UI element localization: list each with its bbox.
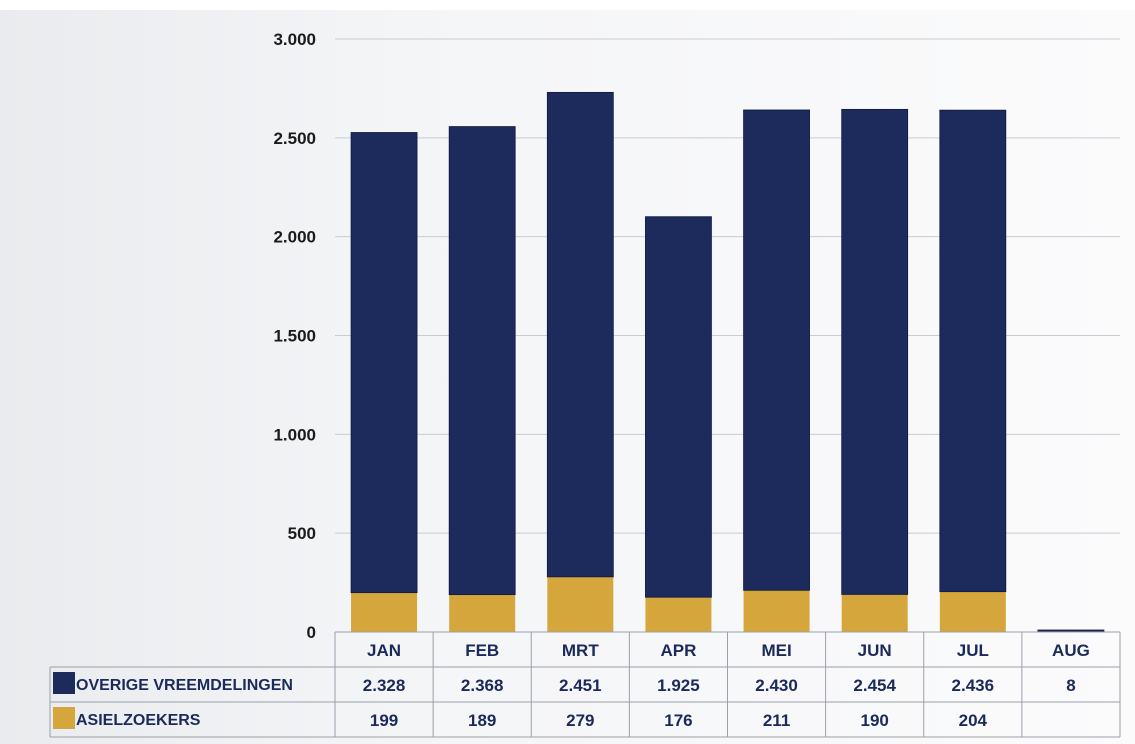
- x-tick-label: JUN: [858, 641, 892, 660]
- data-label: 2.436: [952, 676, 995, 695]
- data-label: 2.368: [461, 676, 504, 695]
- legend-swatch: [53, 672, 75, 694]
- x-tick-label: MEI: [761, 641, 791, 660]
- bar-asielzoekers: [449, 594, 516, 632]
- y-tick-label: 2.000: [273, 228, 316, 247]
- data-label: 2.328: [363, 676, 406, 695]
- data-label: 199: [370, 711, 398, 730]
- bar-asielzoekers: [841, 594, 908, 632]
- bar-overige-vreemdelingen: [939, 109, 1007, 593]
- bar-asielzoekers: [547, 576, 614, 632]
- y-tick-label: 2.500: [273, 129, 316, 148]
- top-strip: [0, 0, 1135, 10]
- y-tick-label: 3.000: [273, 30, 316, 49]
- data-label: 204: [959, 711, 988, 730]
- data-label: 190: [861, 711, 889, 730]
- bar-asielzoekers: [351, 592, 418, 632]
- bar-asielzoekers: [939, 591, 1006, 632]
- y-tick-label: 500: [288, 524, 316, 543]
- x-tick-label: MRT: [562, 641, 599, 660]
- x-tick-label: APR: [660, 641, 696, 660]
- data-label: 2.454: [853, 676, 896, 695]
- bar-overige-vreemdelingen: [743, 109, 810, 591]
- bar-asielzoekers: [645, 597, 712, 632]
- data-label: 211: [763, 711, 790, 730]
- x-tick-label: FEB: [465, 641, 499, 660]
- bar-asielzoekers: [743, 590, 810, 632]
- x-tick-label: JUL: [957, 641, 989, 660]
- data-label: 2.430: [755, 676, 798, 695]
- y-tick-label: 1.000: [273, 425, 316, 444]
- bar-overige-vreemdelingen: [546, 91, 614, 578]
- legend-label: ASIELZOEKERS: [76, 712, 201, 729]
- bar-overige-vreemdelingen: [448, 126, 516, 596]
- data-label: 1.925: [657, 676, 700, 695]
- data-table: JAN FEB MRT APR MEI JUN JUL AUG OVERIGE VREEMDEL…: [49, 631, 1121, 738]
- data-label: 8: [1066, 676, 1075, 695]
- legend-label: OVERIGE VREEMDELINGEN: [76, 677, 293, 694]
- legend-swatch: [53, 707, 75, 729]
- y-tick-label: 1.500: [273, 327, 316, 346]
- x-tick-label: JAN: [367, 641, 401, 660]
- data-label: 176: [664, 711, 692, 730]
- bar-overige-vreemdelingen: [841, 108, 909, 595]
- x-tick-label: AUG: [1052, 641, 1090, 660]
- data-label: 189: [468, 711, 496, 730]
- bar-overige-vreemdelingen: [645, 216, 712, 598]
- data-label: 2.451: [559, 676, 602, 695]
- bar-overige-vreemdelingen: [350, 132, 418, 594]
- y-tick-label: 0: [307, 623, 316, 642]
- data-label: 279: [566, 711, 594, 730]
